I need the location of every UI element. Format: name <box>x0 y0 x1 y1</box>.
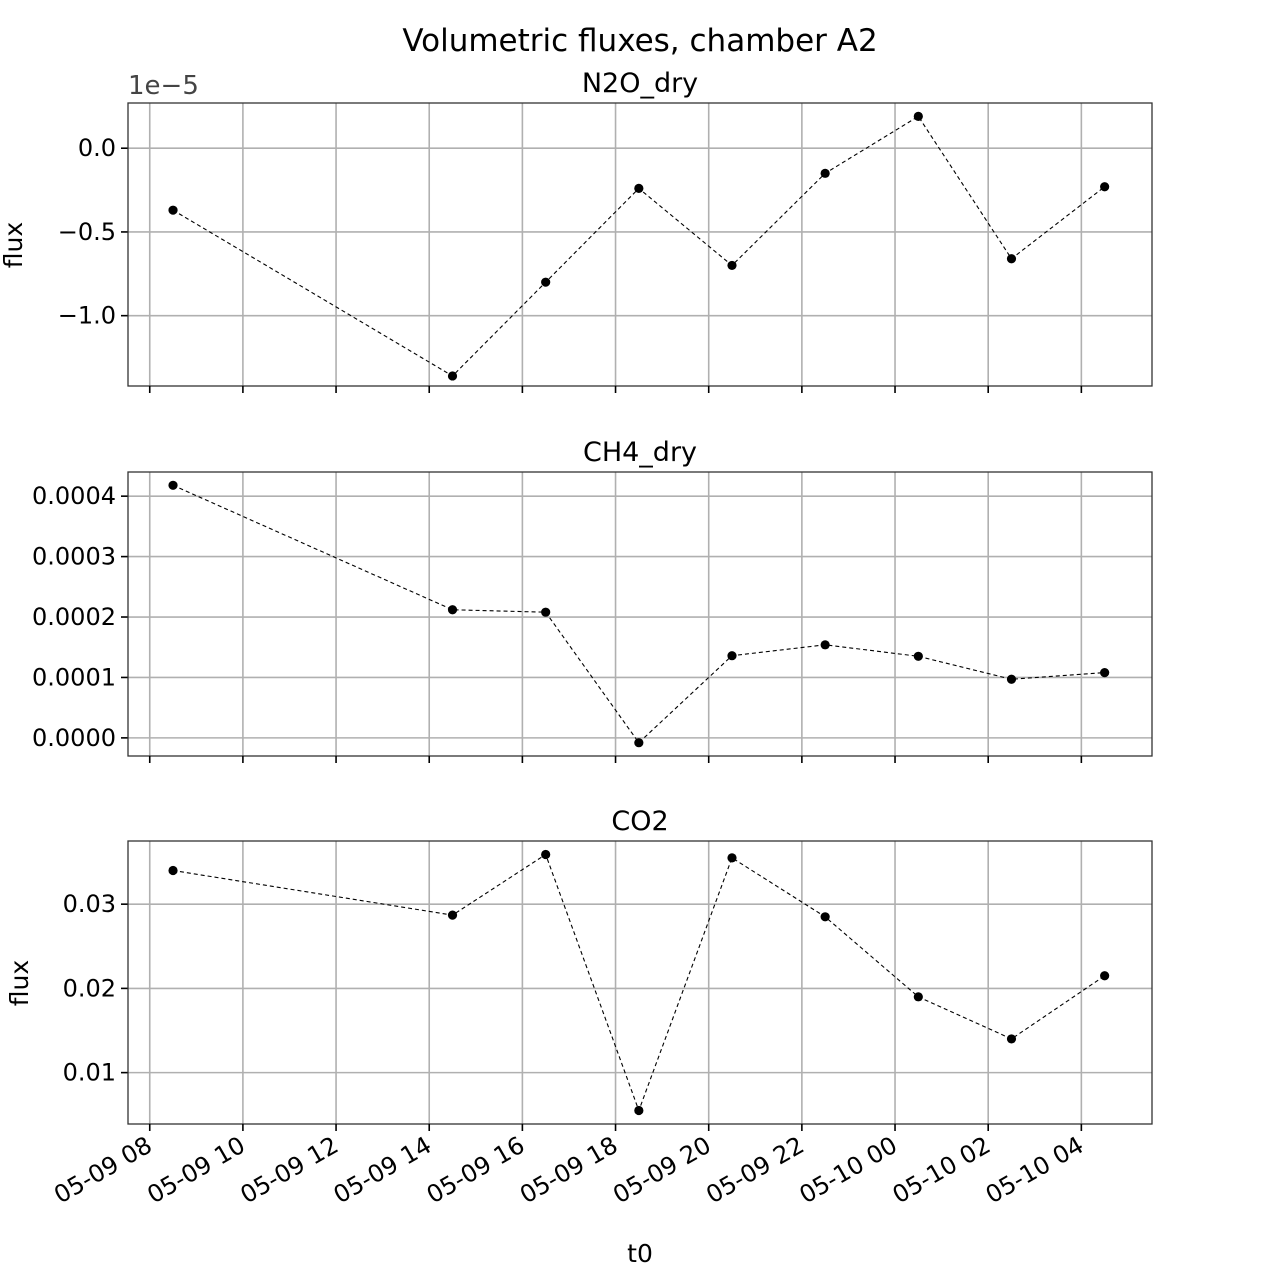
y-tick-label: 0.0003 <box>32 543 116 571</box>
series-line <box>172 115 1105 377</box>
panel-title: N2O_dry <box>582 68 698 99</box>
y-axis-label: flux <box>5 960 34 1006</box>
data-point <box>168 205 178 215</box>
x-tick-label: 05-09 14 <box>329 1131 436 1209</box>
y-tick-label: 0.0002 <box>32 603 116 631</box>
data-point <box>1006 674 1017 684</box>
data-point <box>168 480 178 490</box>
data-point <box>541 277 551 287</box>
y-tick-label: 0.01 <box>63 1059 116 1087</box>
y-tick-label: 0.02 <box>63 974 116 1002</box>
y-tick-label: 0.0000 <box>32 724 116 752</box>
data-point <box>1100 182 1110 192</box>
data-point <box>634 738 644 748</box>
y-tick-label: 0.0 <box>78 134 116 162</box>
data-point <box>447 371 458 381</box>
axis-offset-text: 1e−5 <box>128 71 199 101</box>
plot-frame <box>127 102 1153 387</box>
data-point <box>1006 254 1017 264</box>
data-point <box>913 111 923 121</box>
y-tick-label: 0.03 <box>63 890 116 918</box>
data-point <box>634 183 644 194</box>
data-point <box>727 260 737 271</box>
plot-frame <box>127 840 1153 1125</box>
data-point <box>168 865 178 876</box>
data-point <box>447 910 458 920</box>
x-tick-label: 05-09 20 <box>608 1131 715 1209</box>
series-line <box>172 484 1105 744</box>
figure-title: Volumetric fluxes, chamber A2 <box>402 23 877 59</box>
y-axis-label: flux <box>0 222 28 268</box>
y-tick-label: −0.5 <box>58 218 116 246</box>
data-point <box>727 853 737 863</box>
y-tick-label: 0.0004 <box>32 482 116 510</box>
x-tick-label: 05-09 22 <box>701 1131 808 1209</box>
data-point <box>447 605 458 615</box>
data-point <box>634 1105 644 1116</box>
x-tick-label: 05-10 04 <box>981 1131 1088 1209</box>
data-point <box>913 651 923 661</box>
x-tick-label: 05-09 08 <box>49 1131 156 1209</box>
x-tick-label: 05-09 12 <box>236 1131 343 1209</box>
plot-frame <box>127 471 1153 757</box>
data-point <box>1100 971 1110 981</box>
data-point <box>820 640 830 650</box>
y-tick-label: 0.0001 <box>32 663 116 691</box>
data-point <box>820 168 830 178</box>
data-point <box>727 651 737 661</box>
data-point <box>1006 1034 1017 1044</box>
x-axis-label: t0 <box>627 1239 653 1268</box>
data-point <box>1100 668 1110 678</box>
data-point <box>541 607 551 617</box>
data-point <box>913 992 923 1002</box>
panel-title: CH4_dry <box>583 437 697 468</box>
panel-title: CO2 <box>611 806 668 837</box>
x-tick-label: 05-10 00 <box>795 1131 902 1209</box>
x-tick-label: 05-09 18 <box>515 1131 622 1209</box>
data-point <box>541 849 551 860</box>
x-tick-label: 05-09 16 <box>422 1131 529 1209</box>
x-tick-label: 05-10 02 <box>888 1131 995 1209</box>
data-point <box>820 912 830 922</box>
x-tick-label: 05-09 10 <box>142 1131 249 1209</box>
y-tick-label: −1.0 <box>58 302 116 330</box>
